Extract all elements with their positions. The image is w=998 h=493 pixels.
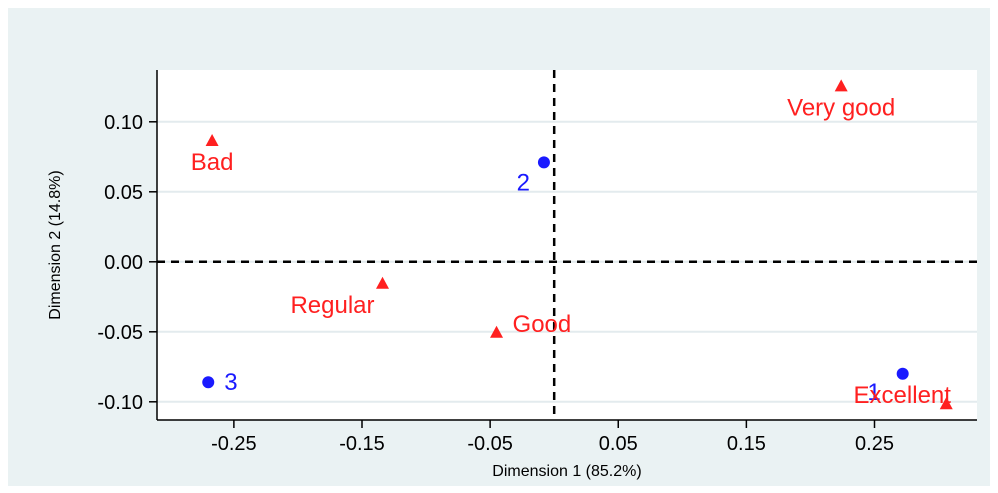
x-tick-label: 0.15 [727,433,766,455]
y-tick-label: 0.05 [104,182,143,204]
point-label: Good [513,311,572,338]
x-tick-label: -0.25 [211,433,257,455]
plot-area [157,70,977,420]
x-tick-label: -0.05 [467,433,513,455]
reference-lines [157,70,977,420]
axis-ticks: 0.10 0.05 0.00 -0.05 -0.10 -0.25 -0.15 -0.05 0.0… [97,112,894,455]
point-label: Excellent [854,382,952,409]
column-point-marker [939,397,953,410]
point-label: Very good [787,94,895,121]
y-tick-label: -0.05 [97,322,143,344]
x-tick-label: 0.05 [599,433,638,455]
x-tick-label: 0.25 [855,433,894,455]
point-label: 1 [867,379,880,406]
column-point-marker [376,276,389,289]
column-point-marker [834,79,848,92]
point-label: 3 [224,369,237,396]
y-axis-title: Dimension 2 (14.8%) [47,170,64,319]
row-point-marker [202,376,215,389]
row-point-marker [537,156,550,169]
point-label: Regular [290,292,374,319]
column-point-marker [490,325,504,338]
data-marks [202,79,953,410]
row-point-marker [896,367,909,380]
x-tick-label: -0.15 [339,433,385,455]
column-point-marker [205,134,219,146]
point-label: Bad [191,149,234,176]
point-label: 2 [517,169,530,196]
y-tick-label: 0.10 [104,112,143,134]
y-tick-label: 0.00 [104,252,143,274]
x-axis-title: Dimension 1 (85.2%) [492,463,641,480]
data-labels: 1 2 3 Very good Bad Regular Good Excellent [191,94,952,409]
y-tick-label: -0.10 [97,392,143,414]
